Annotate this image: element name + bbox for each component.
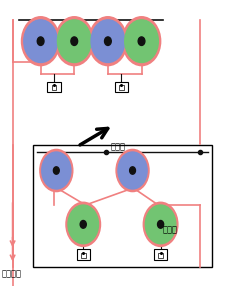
Bar <box>154 249 167 260</box>
Circle shape <box>37 37 44 45</box>
Bar <box>76 249 90 260</box>
Bar <box>81 253 86 258</box>
Circle shape <box>65 201 101 247</box>
Circle shape <box>53 167 59 174</box>
Bar <box>33 145 212 267</box>
Bar <box>158 253 163 258</box>
Circle shape <box>24 20 57 63</box>
Circle shape <box>57 20 91 63</box>
Circle shape <box>138 37 145 45</box>
Circle shape <box>125 20 158 63</box>
Circle shape <box>115 149 150 192</box>
Circle shape <box>130 167 136 174</box>
Circle shape <box>145 205 176 244</box>
Bar <box>119 85 124 90</box>
Text: ケーブル: ケーブル <box>1 270 21 279</box>
Circle shape <box>21 16 60 66</box>
Circle shape <box>80 220 86 228</box>
Bar <box>47 82 61 92</box>
Bar <box>115 82 128 92</box>
Text: 動滑車: 動滑車 <box>163 226 178 235</box>
Circle shape <box>39 149 74 192</box>
Circle shape <box>122 16 161 66</box>
Circle shape <box>143 201 179 247</box>
Circle shape <box>71 37 78 45</box>
Circle shape <box>104 37 111 45</box>
Circle shape <box>88 16 128 66</box>
Circle shape <box>91 20 125 63</box>
Circle shape <box>54 16 94 66</box>
Circle shape <box>68 205 99 244</box>
Circle shape <box>158 220 164 228</box>
Circle shape <box>42 152 71 189</box>
Bar <box>52 85 57 90</box>
Circle shape <box>118 152 147 189</box>
Text: 定滑車: 定滑車 <box>110 142 125 152</box>
